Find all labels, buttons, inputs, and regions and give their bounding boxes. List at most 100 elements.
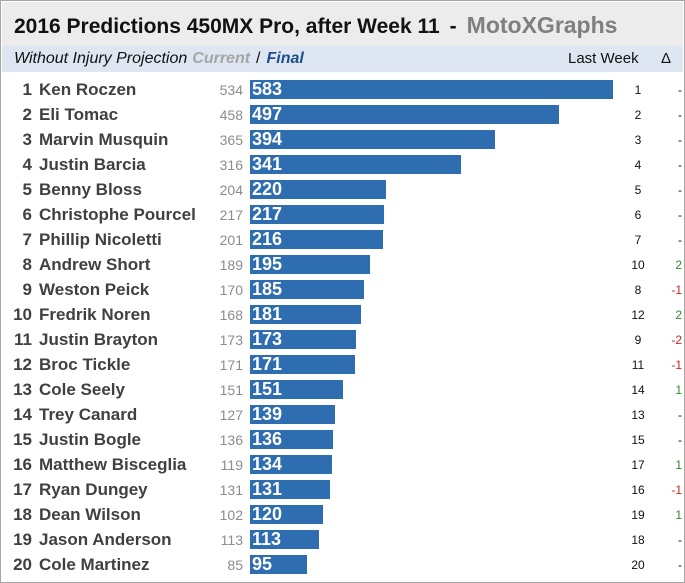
rank-label: 14 [13, 405, 32, 424]
rank-label: 10 [13, 305, 32, 324]
last-week-value: 7 [634, 233, 642, 247]
current-value: 131 [219, 482, 243, 498]
bar-value-label: 220 [252, 179, 283, 199]
rank-label: 17 [13, 480, 32, 499]
bar-final [249, 529, 320, 550]
rank-label: 6 [22, 205, 32, 224]
rider-name: Marvin Musquin [39, 130, 169, 149]
current-value: 217 [219, 207, 243, 223]
bar-value-label: 136 [252, 429, 283, 449]
bar-value-label: 217 [252, 204, 283, 224]
current-value: 204 [219, 182, 243, 198]
last-week-value: 2 [634, 108, 642, 122]
current-value: 534 [219, 82, 243, 98]
delta-value: - [678, 158, 682, 172]
delta-value: - [678, 108, 682, 122]
rider-name: Broc Tickle [39, 355, 131, 374]
table-row: 17 Ryan Dungey 131 131 16 -1 [0, 477, 685, 502]
bar-value-label: 95 [252, 554, 273, 574]
rider-name: Christophe Pourcel [39, 205, 196, 224]
last-week-value: 1 [634, 83, 642, 97]
current-value: 102 [219, 507, 243, 523]
bar-final [249, 179, 387, 200]
delta-value: -2 [671, 333, 682, 347]
rank-label: 18 [13, 505, 32, 524]
bar-value-label: 171 [252, 354, 283, 374]
rank-label: 3 [22, 130, 32, 149]
bar-value-label: 131 [252, 479, 283, 499]
last-week-value: 10 [631, 258, 645, 272]
bar-value-label: 173 [252, 329, 283, 349]
table-row: 11 Justin Brayton 173 173 9 -2 [0, 327, 685, 352]
bar-value-label: 120 [252, 504, 283, 524]
bar-final [249, 329, 357, 350]
rank-label: 9 [22, 280, 32, 299]
current-value: 136 [219, 432, 243, 448]
last-week-value: 11 [631, 358, 645, 372]
bar-value-label: 113 [252, 529, 282, 549]
table-row: 8 Andrew Short 189 195 10 2 [0, 252, 685, 277]
bar-final [249, 379, 344, 400]
last-week-value: 5 [634, 183, 642, 197]
table-row: 15 Justin Bogle 136 136 15 - [0, 427, 685, 452]
bar-final [249, 279, 365, 300]
bar-final [249, 554, 308, 575]
bar-value-label: 181 [252, 304, 283, 324]
brand-name: MotoXGraphs [466, 12, 618, 38]
rank-label: 4 [22, 155, 32, 174]
delta-value: -1 [671, 358, 682, 372]
rider-name: Weston Peick [39, 280, 150, 299]
rider-name: Justin Brayton [39, 330, 159, 349]
current-value: 170 [219, 282, 243, 298]
rider-name: Cole Seely [39, 380, 125, 399]
delta-value: 1 [675, 458, 682, 472]
bar-value-label: 185 [252, 279, 283, 299]
delta-value: - [678, 408, 682, 422]
rank-label: 13 [13, 380, 32, 399]
bar-value-label: 151 [252, 379, 283, 399]
rank-label: 19 [13, 530, 32, 549]
delta-value: - [678, 433, 682, 447]
chart-title: 2016 Predictions 450MX Pro, after Week 1… [14, 15, 440, 38]
current-value: 113 [220, 532, 243, 548]
current-value: 85 [227, 557, 243, 573]
bar-final [249, 479, 331, 500]
chart-title-line: 2016 Predictions 450MX Pro, after Week 1… [14, 12, 617, 39]
current-value: 168 [219, 307, 243, 323]
table-row: 18 Dean Wilson 102 120 19 1 [0, 502, 685, 527]
rank-label: 15 [13, 430, 32, 449]
table-row: 2 Eli Tomac 458 497 2 - [0, 102, 685, 127]
current-value: 316 [219, 157, 243, 173]
bar-value-label: 139 [252, 404, 283, 424]
delta-value: - [678, 233, 682, 247]
rider-name: Justin Bogle [39, 430, 142, 449]
current-value: 173 [219, 332, 243, 348]
bar-final [249, 129, 496, 150]
rider-name: Jason Anderson [39, 530, 172, 549]
bar-value-label: 341 [252, 154, 283, 174]
table-row: 9 Weston Peick 170 185 8 -1 [0, 277, 685, 302]
delta-value: - [678, 208, 682, 222]
table-row: 14 Trey Canard 127 139 13 - [0, 402, 685, 427]
rank-label: 20 [13, 555, 32, 574]
table-row: 6 Christophe Pourcel 217 217 6 - [0, 202, 685, 227]
table-row: 10 Fredrik Noren 168 181 12 2 [0, 302, 685, 327]
delta-value: - [678, 558, 682, 572]
last-week-value: 9 [634, 333, 642, 347]
bar-value-label: 583 [252, 79, 283, 99]
rider-name: Cole Martinez [39, 555, 150, 574]
last-week-value: 14 [631, 383, 645, 397]
current-value: 151 [219, 382, 243, 398]
bar-value-label: 216 [252, 229, 283, 249]
rider-name: Ken Roczen [39, 80, 137, 99]
last-week-value: 15 [631, 433, 645, 447]
bar-final [249, 429, 334, 450]
rank-label: 5 [22, 180, 32, 199]
rank-label: 2 [22, 105, 32, 124]
delta-value: 2 [675, 308, 682, 322]
subtitle-bar: Without Injury Projection Current / Final [2, 46, 683, 72]
last-week-value: 16 [631, 483, 645, 497]
bar-value-label: 195 [252, 254, 283, 274]
last-week-value: 18 [631, 533, 645, 547]
